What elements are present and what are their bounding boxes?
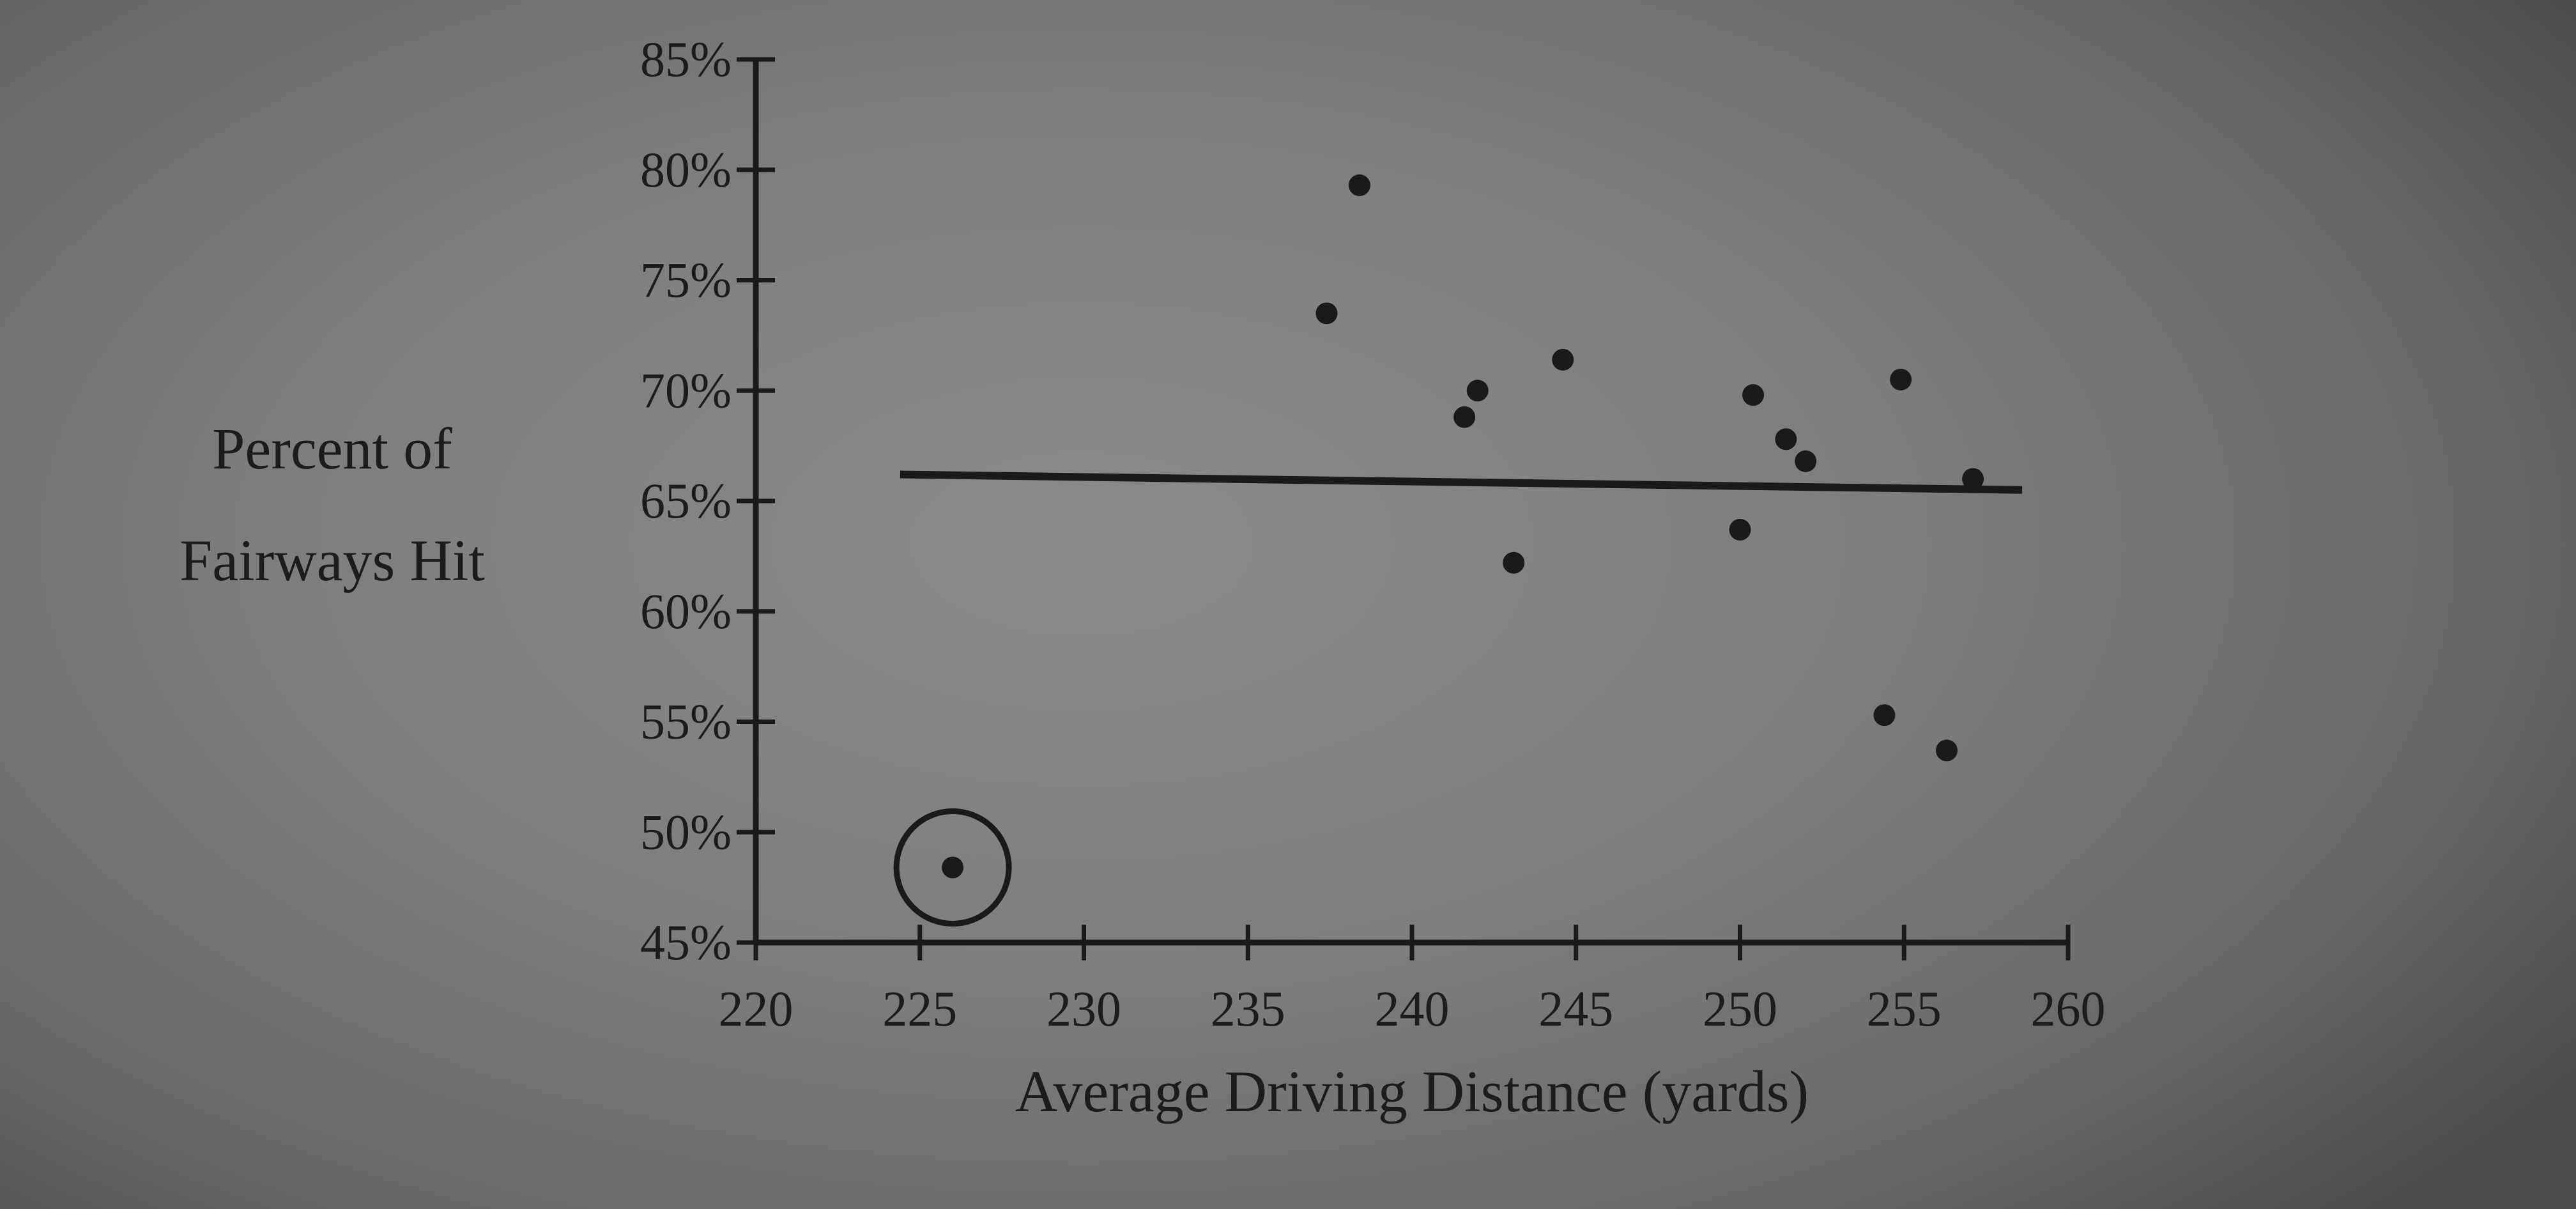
- regression-line: [900, 470, 2023, 494]
- x-tick-label: 230: [1046, 981, 1121, 1036]
- x-tick-label: 245: [1538, 981, 1613, 1036]
- data-point: [942, 856, 964, 879]
- y-tick-label: 50%: [640, 804, 732, 859]
- data-point: [1315, 302, 1338, 325]
- data-point: [1466, 380, 1489, 402]
- data-point: [1503, 551, 1525, 574]
- data-point: [1453, 406, 1476, 428]
- y-tick-label: 85%: [640, 31, 732, 87]
- y-tick-label: 60%: [640, 583, 732, 639]
- data-point: [1795, 450, 1817, 472]
- data-point: [1962, 468, 1984, 490]
- x-tick-label: 255: [1867, 981, 1942, 1036]
- data-point: [1742, 384, 1765, 406]
- data-point: [1775, 428, 1797, 450]
- y-tick-label: 70%: [640, 362, 732, 418]
- x-tick-label: 220: [719, 981, 793, 1036]
- data-point: [1729, 518, 1751, 541]
- x-axis-title: Average Driving Distance (yards): [1015, 1059, 1809, 1124]
- data-point: [1890, 368, 1912, 390]
- y-tick-label: 55%: [640, 694, 732, 750]
- x-tick-label: 260: [2031, 981, 2106, 1036]
- data-point: [1348, 174, 1370, 196]
- outlier-circle-annotation: [893, 808, 1012, 927]
- x-tick-label: 225: [882, 981, 957, 1036]
- x-tick-label: 250: [1703, 981, 1777, 1036]
- y-tick-label: 75%: [640, 252, 732, 308]
- y-tick-label: 80%: [640, 142, 732, 197]
- data-point: [1873, 704, 1896, 727]
- y-axis-title-line-1: Percent of: [212, 416, 452, 481]
- y-axis-title-line-2: Fairways Hit: [180, 528, 485, 593]
- y-tick-label: 45%: [640, 914, 732, 970]
- y-tick-label: 65%: [640, 473, 732, 528]
- data-point: [1552, 348, 1574, 371]
- data-point: [1936, 739, 1958, 762]
- x-tick-label: 240: [1375, 981, 1450, 1036]
- x-tick-label: 235: [1211, 981, 1285, 1036]
- y-axis-title: Percent of Fairways Hit: [96, 393, 569, 617]
